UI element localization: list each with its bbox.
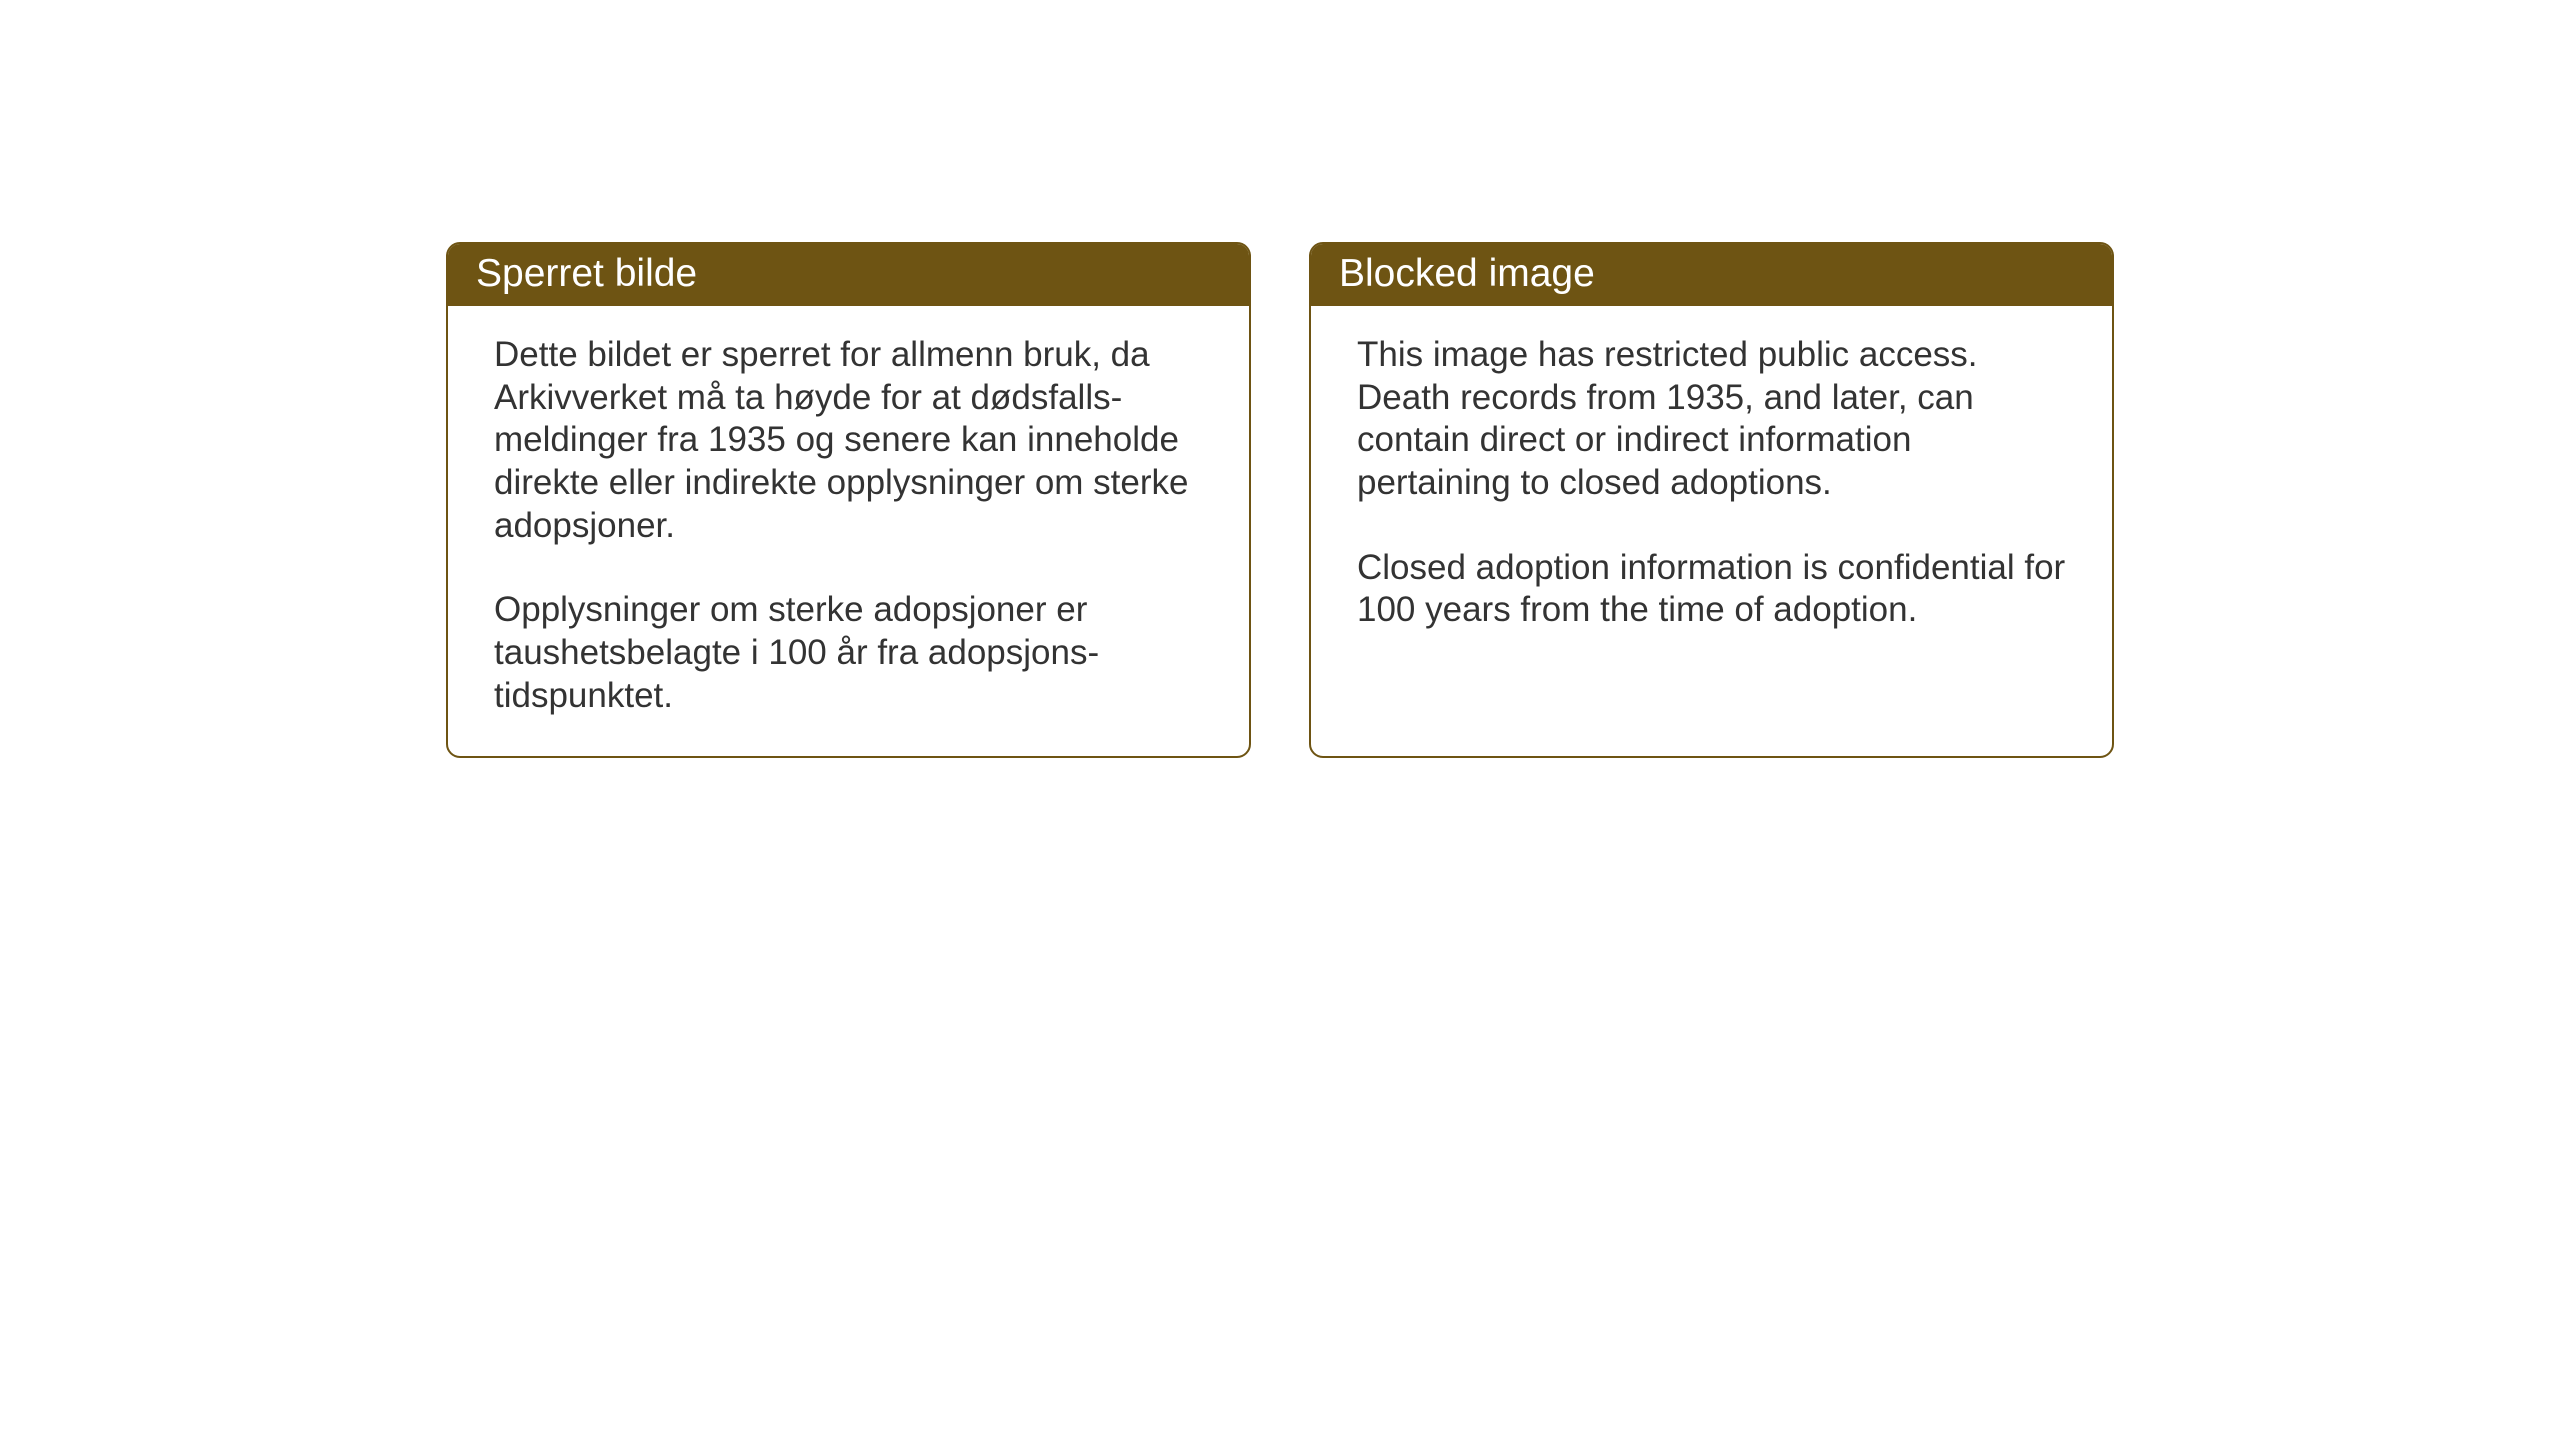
notice-container: Sperret bilde Dette bildet er sperret fo… [446, 242, 2114, 758]
notice-header-norwegian: Sperret bilde [448, 244, 1249, 306]
notice-paragraph-2-norwegian: Opplysninger om sterke adopsjoner er tau… [494, 589, 1207, 717]
notice-body-english: This image has restricted public access.… [1311, 306, 2112, 670]
notice-card-english: Blocked image This image has restricted … [1309, 242, 2114, 758]
notice-card-norwegian: Sperret bilde Dette bildet er sperret fo… [446, 242, 1251, 758]
notice-header-english: Blocked image [1311, 244, 2112, 306]
notice-paragraph-1-norwegian: Dette bildet er sperret for allmenn bruk… [494, 334, 1207, 547]
notice-body-norwegian: Dette bildet er sperret for allmenn bruk… [448, 306, 1249, 756]
notice-paragraph-1-english: This image has restricted public access.… [1357, 334, 2070, 505]
notice-paragraph-2-english: Closed adoption information is confident… [1357, 547, 2070, 632]
